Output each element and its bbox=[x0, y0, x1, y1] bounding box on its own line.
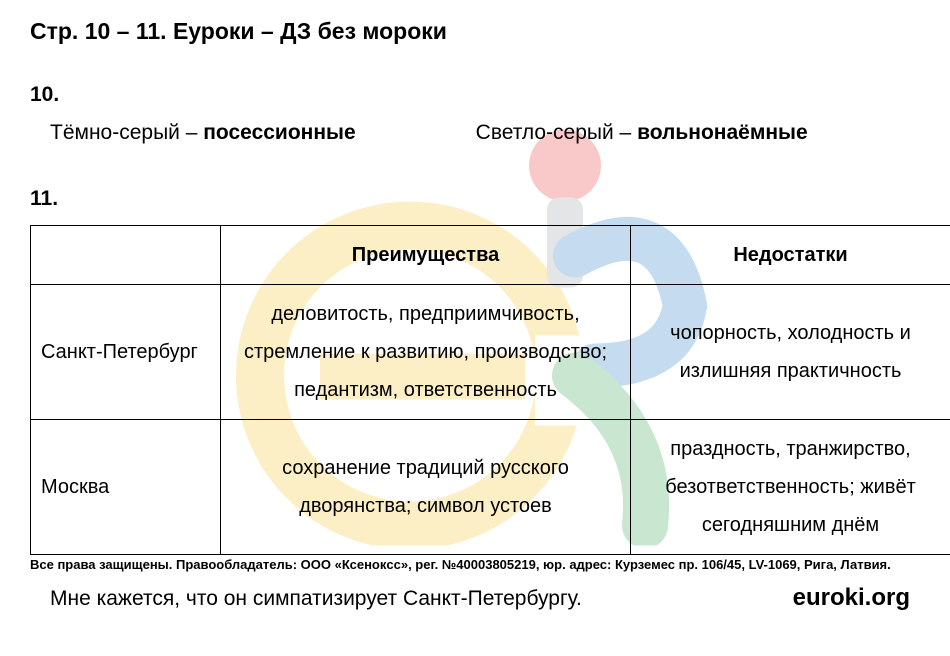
col-disadvantages: Недостатки bbox=[631, 226, 950, 285]
table-header-row: Преимущества Недостатки bbox=[31, 226, 950, 285]
cell-msk-adv: сохранение традиций русского дворянства;… bbox=[221, 420, 631, 555]
cell-spb-adv: деловитость, предприимчивость, стремлени… bbox=[221, 285, 631, 420]
row-label-msk: Москва bbox=[31, 420, 221, 555]
q10-left-bold: посессионные bbox=[203, 121, 355, 144]
row-label-spb: Санкт-Петербург bbox=[31, 285, 221, 420]
q11-number: 11. bbox=[30, 187, 920, 211]
q10-right-label: Светло-серый – bbox=[476, 121, 637, 144]
q10-answers: Тёмно-серый – посессионные Светло-серый … bbox=[30, 121, 920, 145]
q10-left: Тёмно-серый – посессионные bbox=[50, 121, 356, 145]
q10-number: 10. bbox=[30, 83, 920, 107]
col-advantages: Преимущества bbox=[221, 226, 631, 285]
brand-text: euroki.org bbox=[793, 584, 920, 612]
col-empty bbox=[31, 226, 221, 285]
q10-left-label: Тёмно-серый – bbox=[50, 121, 203, 144]
table-row: Москва сохранение традиций русского двор… bbox=[31, 420, 950, 555]
copyright-notice: Все права защищены. Правообладатель: ООО… bbox=[30, 557, 920, 572]
page-header: Стр. 10 – 11. Еуроки – ДЗ без мороки bbox=[30, 18, 920, 45]
cell-msk-dis: праздность, транжирство, безответственно… bbox=[631, 420, 950, 555]
q10-right-bold: вольнонаёмные bbox=[637, 121, 808, 144]
cell-spb-dis: чопорность, холодность и излишняя практи… bbox=[631, 285, 950, 420]
closing-sentence: Мне кажется, что он симпатизирует Санкт-… bbox=[50, 587, 582, 611]
comparison-table: Преимущества Недостатки Санкт-Петербург … bbox=[30, 225, 950, 555]
q10-right: Светло-серый – вольнонаёмные bbox=[476, 121, 808, 145]
table-row: Санкт-Петербург деловитость, предприимчи… bbox=[31, 285, 950, 420]
